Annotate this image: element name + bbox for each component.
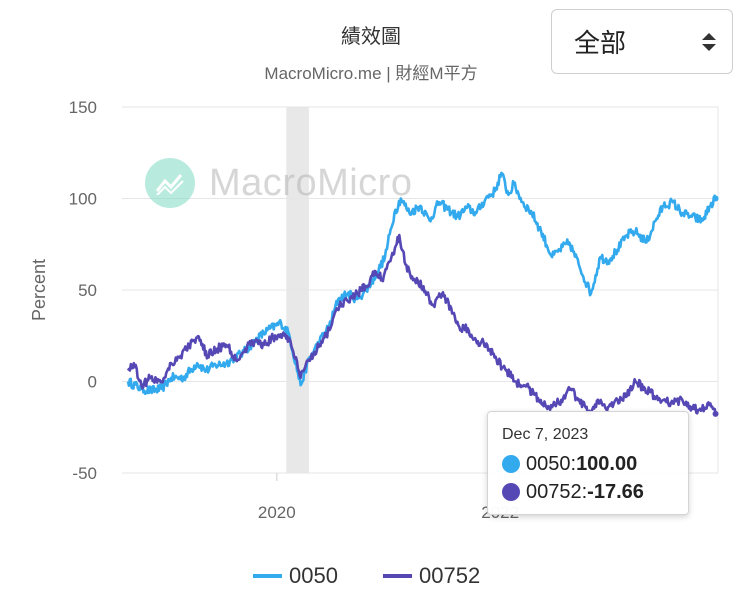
macromicro-logo-icon — [145, 158, 195, 208]
legend-item-00752[interactable]: 00752 — [383, 563, 480, 588]
legend: 0050 00752 — [253, 563, 480, 588]
chart-subtitle: MacroMicro.me | 財經M平方 — [264, 64, 477, 83]
series-layer — [126, 171, 717, 416]
chart-tooltip: Dec 7, 2023 0050: 100.00 00752: -17.66 — [487, 411, 689, 515]
tooltip-label-0050: 0050: — [526, 452, 577, 475]
series-line-0050 — [126, 171, 717, 396]
tooltip-date: Dec 7, 2023 — [502, 426, 589, 443]
tooltip-value-0050: 100.00 — [576, 452, 638, 475]
y-tick-label: 50 — [78, 281, 97, 300]
select-arrows-icon — [702, 32, 716, 51]
legend-label-00752: 00752 — [419, 563, 480, 588]
y-tick-label: 150 — [69, 98, 97, 117]
x-tick-layer: 20202022 — [258, 473, 519, 522]
y-tick-label: -50 — [72, 464, 97, 483]
hover-point-00752 — [712, 410, 719, 417]
tooltip-row-0050: 0050: 100.00 — [502, 450, 674, 478]
watermark-text: MacroMicro — [209, 161, 413, 204]
hover-point-0050 — [712, 195, 719, 202]
marker-layer — [712, 195, 719, 417]
legend-item-0050[interactable]: 0050 — [253, 563, 338, 588]
series-line-00752 — [126, 233, 717, 416]
tooltip-label-00752: 00752: — [526, 480, 588, 503]
y-tick-label: 0 — [88, 373, 97, 392]
x-tick-label: 2020 — [258, 503, 296, 522]
tooltip-dot-00752 — [502, 483, 520, 501]
y-axis-title: Percent — [29, 259, 49, 321]
tooltip-value-00752: -17.66 — [587, 480, 644, 503]
tooltip-row-00752: 00752: -17.66 — [502, 478, 674, 506]
y-tick-label: 100 — [69, 190, 97, 209]
legend-label-0050: 0050 — [289, 563, 338, 588]
y-tick-layer: 150 100 50 0 -50 — [69, 98, 97, 483]
tooltip-dot-0050 — [502, 455, 520, 473]
range-select[interactable]: 全部 — [551, 9, 733, 74]
watermark: MacroMicro — [145, 158, 412, 208]
chart-title: 績效圖 — [341, 25, 401, 48]
range-select-value: 全部 — [574, 28, 627, 58]
